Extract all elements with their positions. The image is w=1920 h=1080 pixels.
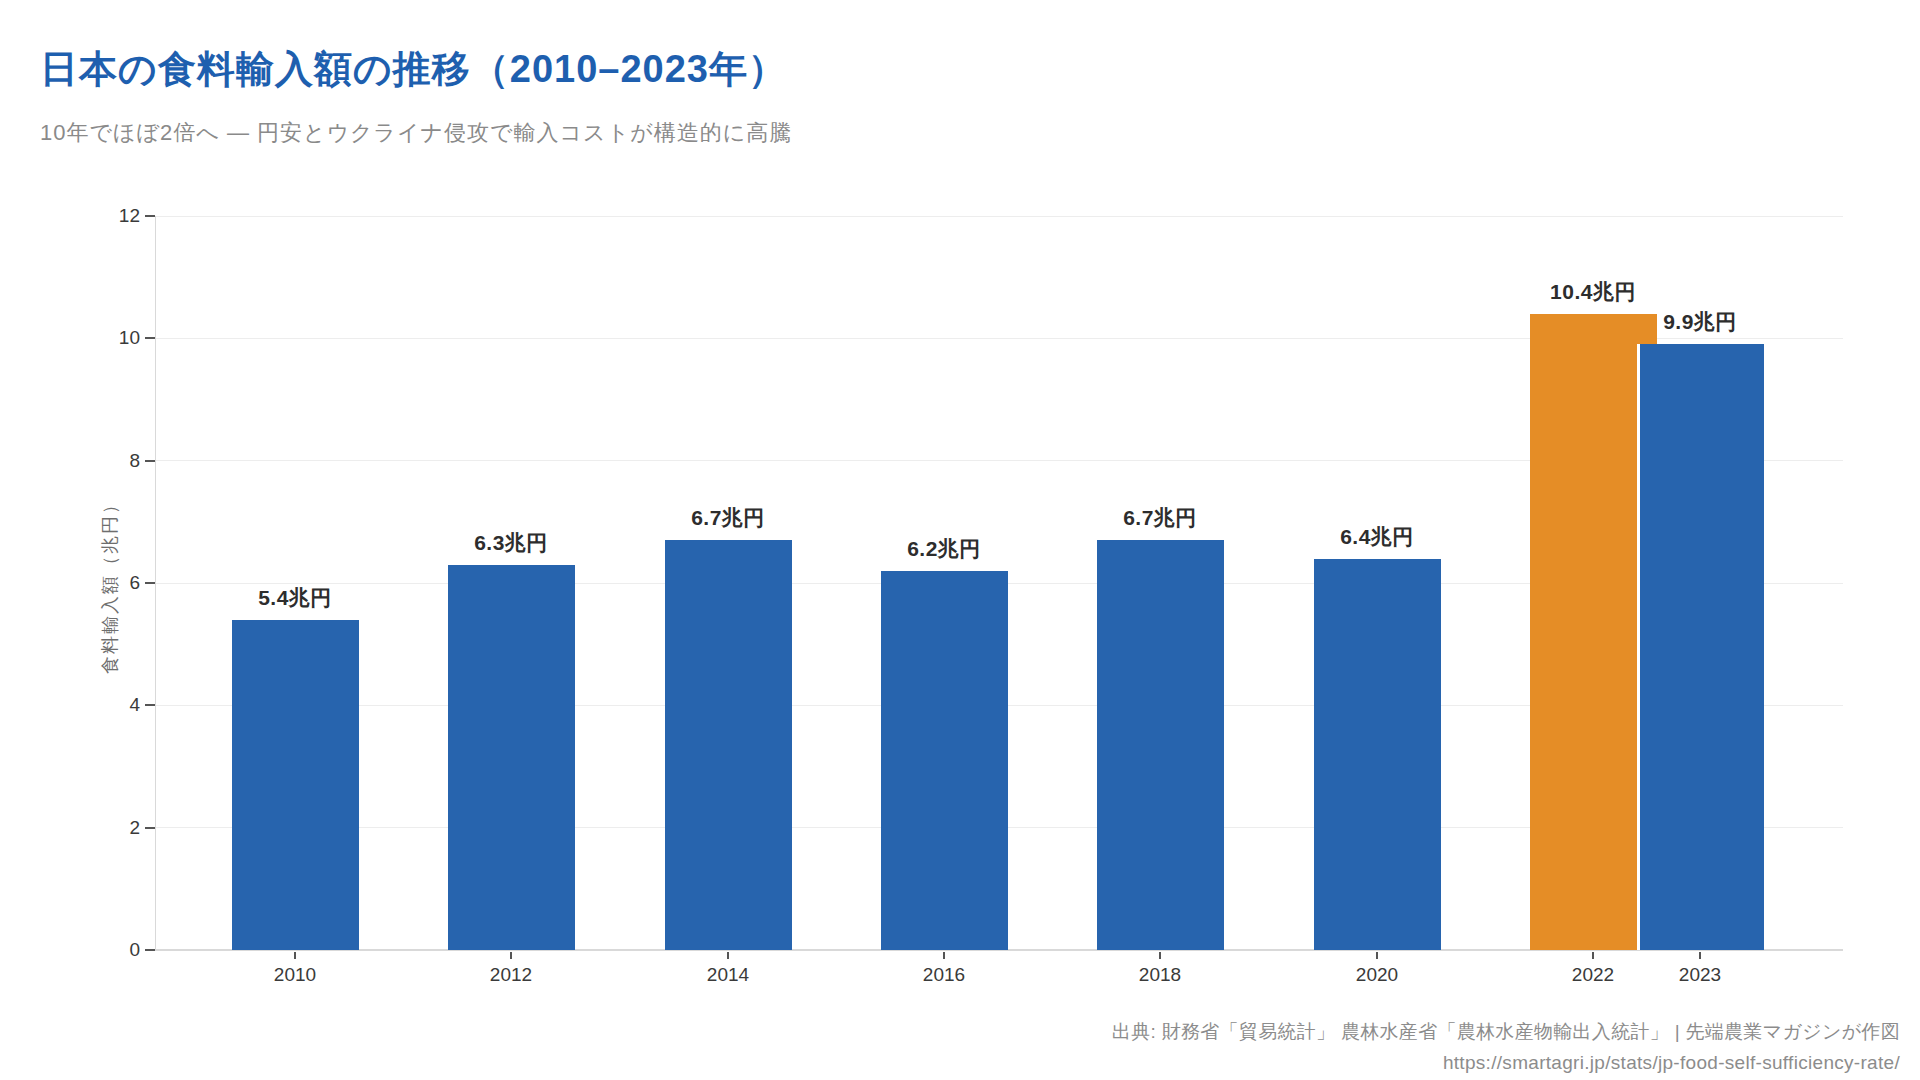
x-tick-label-2018: 2018 (1100, 963, 1220, 987)
y-tick-label: 12 (74, 204, 140, 228)
x-tick-mark-2020 (1376, 952, 1378, 959)
chart-footer: 出典: 財務省「貿易統計」 農林水産省「農林水産物輸出入統計」 | 先端農業マガ… (1112, 1016, 1900, 1078)
y-tick-label: 2 (74, 816, 140, 840)
bar-2020 (1314, 559, 1441, 950)
bar-value-label-2016: 6.2兆円 (834, 535, 1054, 563)
y-tick-label: 8 (74, 449, 140, 473)
bar-value-label-2020: 6.4兆円 (1267, 523, 1487, 551)
bar-value-label-2018: 6.7兆円 (1050, 504, 1270, 532)
y-tick-mark (145, 460, 155, 462)
bar-2018 (1097, 540, 1224, 950)
x-tick-label-2022: 2022 (1533, 963, 1653, 987)
y-tick-label: 0 (74, 938, 140, 962)
x-tick-mark-2022 (1592, 952, 1594, 959)
y-tick-mark (145, 949, 155, 951)
bar-value-label-2022: 10.4兆円 (1483, 278, 1703, 306)
y-tick-mark (145, 215, 155, 217)
y-tick-mark (145, 704, 155, 706)
x-tick-mark-2010 (294, 952, 296, 959)
bar-value-label-2012: 6.3兆円 (401, 529, 621, 557)
y-tick-mark (145, 582, 155, 584)
y-tick-label: 10 (74, 326, 140, 350)
bar-value-label-2023: 9.9兆円 (1590, 308, 1810, 336)
x-tick-label-2010: 2010 (235, 963, 355, 987)
source-caption: 出典: 財務省「貿易統計」 農林水産省「農林水産物輸出入統計」 | 先端農業マガ… (1112, 1016, 1900, 1047)
y-axis-line (155, 216, 156, 950)
y-tick-label: 4 (74, 693, 140, 717)
bar-2010 (232, 620, 359, 950)
x-tick-label-2020: 2020 (1317, 963, 1437, 987)
bar-2014 (665, 540, 792, 950)
bar-2016 (881, 571, 1008, 950)
x-tick-label-2023: 2023 (1640, 963, 1760, 987)
y-tick-mark (145, 337, 155, 339)
x-tick-mark-2016 (943, 952, 945, 959)
bar-value-label-2010: 5.4兆円 (185, 584, 405, 612)
bar-chart: 食料輸入額（兆円） 0246810125.4兆円20106.3兆円20126.7… (0, 0, 1920, 1080)
x-tick-label-2012: 2012 (451, 963, 571, 987)
x-tick-label-2014: 2014 (668, 963, 788, 987)
x-tick-label-2016: 2016 (884, 963, 1004, 987)
x-tick-mark-2023 (1699, 952, 1701, 959)
chart-page: 日本の食料輸入額の推移（2010–2023年） 10年でほぼ2倍へ ― 円安とウ… (0, 0, 1920, 1080)
gridline-y12 (155, 216, 1843, 217)
x-tick-mark-2014 (727, 952, 729, 959)
bar-value-label-2014: 6.7兆円 (618, 504, 838, 532)
source-url: https://smartagri.jp/stats/jp-food-self-… (1112, 1047, 1900, 1078)
bar-2023 (1637, 344, 1764, 950)
x-tick-mark-2018 (1159, 952, 1161, 959)
x-tick-mark-2012 (510, 952, 512, 959)
bar-2012 (448, 565, 575, 950)
y-tick-mark (145, 827, 155, 829)
y-tick-label: 6 (74, 571, 140, 595)
